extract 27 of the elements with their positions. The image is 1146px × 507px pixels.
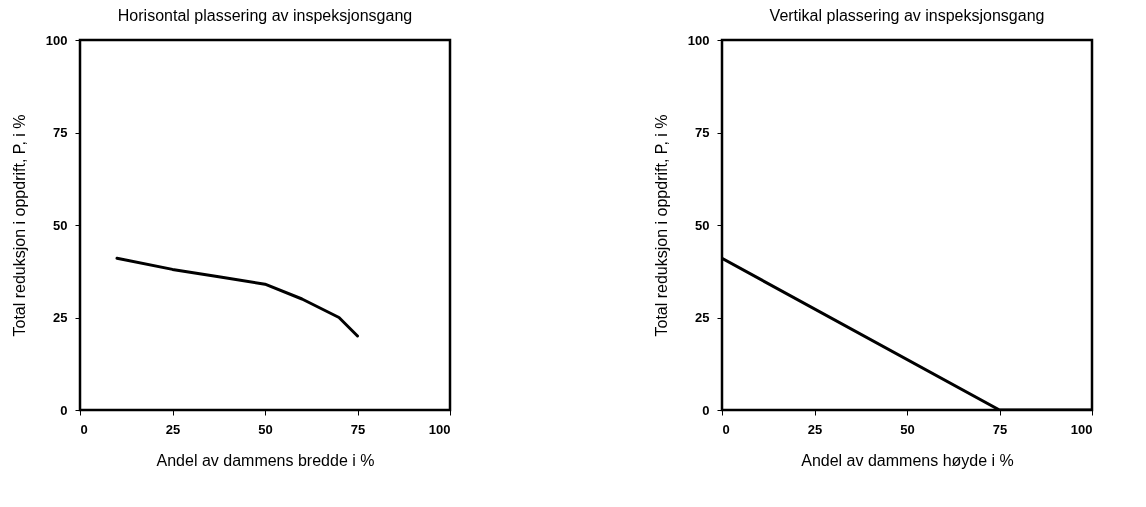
y-tick-label: 50 <box>53 217 68 233</box>
x-tick-label: 75 <box>992 421 1008 437</box>
y-tick-label: 100 <box>45 32 68 48</box>
x-tick-label: 100 <box>1070 421 1093 437</box>
y-tick-label: 75 <box>53 125 68 140</box>
y-tick-label: 75 <box>695 125 710 140</box>
x-tick-label: 100 <box>428 421 451 437</box>
x-tick-label: 50 <box>258 421 273 437</box>
y-axis-title: Total reduksjon i oppdrift, P, i % <box>652 114 670 337</box>
y-axis-title: Total reduksjon i oppdrift, P, i % <box>10 114 28 337</box>
x-tick-label: 75 <box>350 421 366 437</box>
x-axis-title: Andel av dammens høyde i % <box>801 451 1014 469</box>
y-tick-label: 25 <box>695 310 710 325</box>
x-tick-label: 25 <box>807 421 823 437</box>
x-tick-label: 50 <box>900 421 915 437</box>
chart-title: Vertikal plassering av inspeksjonsgang <box>769 7 1045 24</box>
x-tick-label: 0 <box>722 421 730 437</box>
line-series <box>115 256 359 338</box>
y-tick-label: 25 <box>53 310 68 325</box>
x-tick-label: 25 <box>165 421 181 437</box>
y-tick-label: 50 <box>695 217 710 233</box>
x-tick-label: 0 <box>80 421 88 437</box>
x-axis-title: Andel av dammens bredde i % <box>156 451 375 469</box>
chart-title: Horisontal plassering av inspeksjonsgang <box>117 7 413 24</box>
y-tick-label: 100 <box>687 32 710 48</box>
y-tick-label: 0 <box>60 402 68 418</box>
y-tick-label: 0 <box>702 402 710 418</box>
